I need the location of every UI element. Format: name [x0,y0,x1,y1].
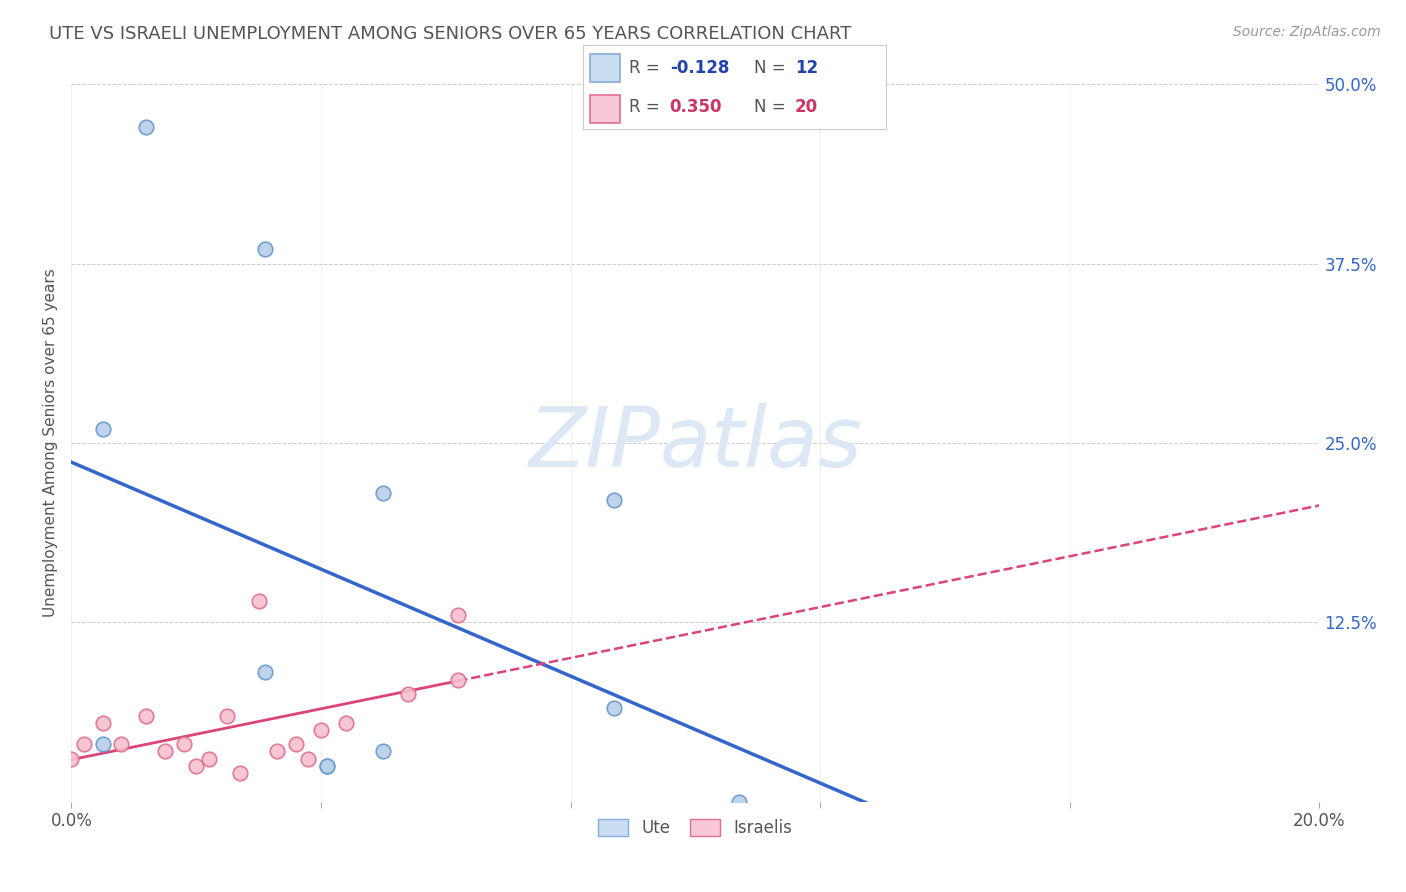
Point [335,715,357,730]
Point [603,493,626,508]
Point [396,687,419,701]
Point [110,737,132,751]
Point [285,737,308,751]
Point [91,422,114,436]
Point [247,594,270,608]
Point [153,744,176,758]
Point [447,673,470,687]
Text: 0.350: 0.350 [669,98,723,116]
Point [316,758,339,772]
Point [91,715,114,730]
Point [253,243,276,257]
Text: N =: N = [754,59,792,77]
Point [266,744,288,758]
Point [373,744,395,758]
Text: Source: ZipAtlas.com: Source: ZipAtlas.com [1233,25,1381,39]
Point [373,486,395,500]
Point [297,751,319,765]
Point [184,758,207,772]
Text: UTE VS ISRAELI UNEMPLOYMENT AMONG SENIORS OVER 65 YEARS CORRELATION CHART: UTE VS ISRAELI UNEMPLOYMENT AMONG SENIOR… [49,25,852,43]
Point [60,751,83,765]
Point [316,758,339,772]
Point [253,665,276,680]
Point [135,120,157,135]
Y-axis label: Unemployment Among Seniors over 65 years: Unemployment Among Seniors over 65 years [44,268,58,617]
Text: N =: N = [754,98,792,116]
Text: -0.128: -0.128 [669,59,730,77]
Text: 20: 20 [796,98,818,116]
Point [309,723,332,737]
Text: R =: R = [628,59,665,77]
FancyBboxPatch shape [589,54,620,82]
FancyBboxPatch shape [589,95,620,122]
Text: ZIPatlas: ZIPatlas [529,402,862,483]
Point [728,795,751,809]
Point [229,765,252,780]
Legend: Ute, Israelis: Ute, Israelis [592,812,800,844]
Point [135,708,157,723]
Point [91,737,114,751]
Text: 12: 12 [796,59,818,77]
Point [447,608,470,623]
Point [217,708,239,723]
Point [73,737,96,751]
Point [197,751,219,765]
Text: R =: R = [628,98,665,116]
Point [603,701,626,715]
Point [173,737,195,751]
